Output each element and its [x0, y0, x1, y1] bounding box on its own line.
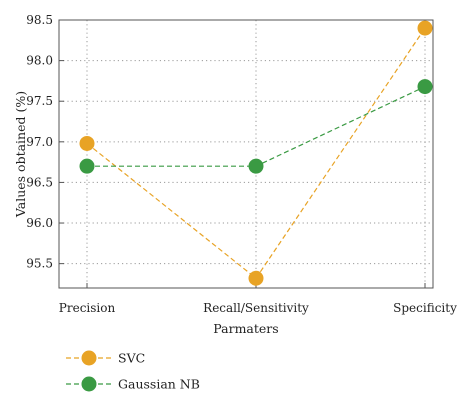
- data-point-svc: [79, 135, 95, 151]
- data-point-gaussian-nb: [79, 158, 95, 174]
- y-tick-label: 97.5: [26, 94, 53, 108]
- y-axis-title: Values obtained (%): [13, 91, 28, 218]
- y-tick-label: 98.5: [26, 13, 53, 27]
- data-point-gaussian-nb: [417, 79, 433, 95]
- legend-label-svc: SVC: [118, 351, 145, 366]
- legend: SVC Gaussian NB: [66, 350, 200, 392]
- legend-label-gaussian-nb: Gaussian NB: [118, 377, 200, 392]
- series-line-gaussian-nb: [87, 86, 426, 167]
- y-axis: 95.5 96.0 96.5 97.0 97.5 98.0 98.5: [26, 13, 64, 271]
- y-tick-label: 96.5: [26, 175, 53, 189]
- x-tick-label: Precision: [59, 301, 116, 315]
- y-tick-label: 95.5: [26, 257, 53, 271]
- series-layer: [79, 20, 433, 286]
- grid: [59, 19, 433, 288]
- legend-marker-svc: [81, 350, 97, 366]
- x-tick-label: Specificity: [393, 301, 457, 315]
- data-point-gaussian-nb: [248, 158, 264, 174]
- y-tick-label: 98.0: [26, 54, 53, 68]
- x-axis-title: Parmaters: [213, 321, 278, 336]
- series-gaussian-nb: [79, 79, 433, 174]
- series-line-svc: [86, 27, 426, 280]
- series-svc: [79, 20, 433, 286]
- x-tick-label: Recall/Sensitivity: [203, 301, 309, 315]
- data-point-svc: [417, 20, 433, 36]
- plot-frame: [58, 19, 434, 289]
- data-point-svc: [248, 270, 264, 286]
- x-axis: Precision Recall/Sensitivity Specificity: [59, 283, 457, 315]
- legend-item-svc: SVC: [66, 350, 145, 366]
- y-tick-label: 96.0: [26, 216, 53, 230]
- legend-marker-gaussian-nb: [81, 376, 97, 392]
- legend-item-gaussian-nb: Gaussian NB: [66, 376, 200, 392]
- y-tick-label: 97.0: [26, 135, 53, 149]
